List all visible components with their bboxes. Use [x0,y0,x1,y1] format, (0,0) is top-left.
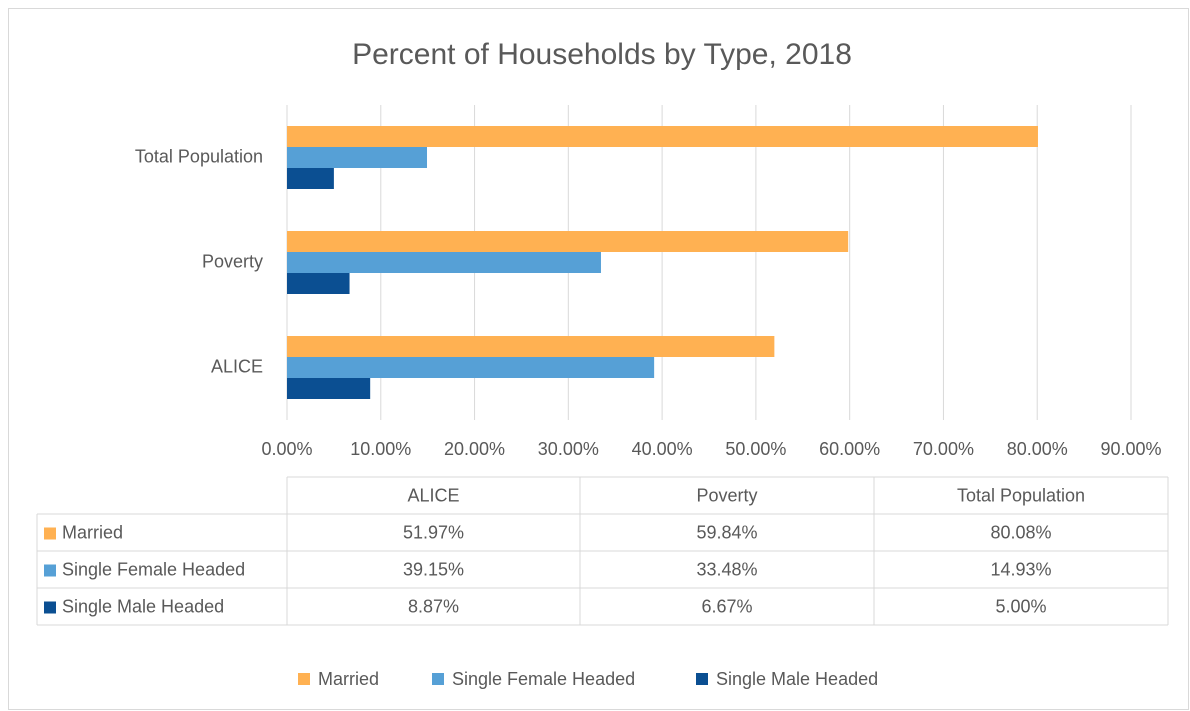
bar [287,378,371,399]
x-tick-label: 30.00% [538,439,599,459]
legend-key [696,673,708,685]
table-cell: 39.15% [403,559,464,579]
x-tick-label: 50.00% [725,439,786,459]
bar [287,168,334,189]
x-tick-label: 70.00% [913,439,974,459]
legend-key [432,673,444,685]
legend-key [298,673,310,685]
bar [287,126,1038,147]
y-tick-label: ALICE [211,356,263,376]
table-row-label: Married [62,522,123,542]
table-cell: 80.08% [990,522,1051,542]
x-tick-label: 90.00% [1100,439,1161,459]
table-cell: 6.67% [701,596,752,616]
table-legend-key [44,527,56,540]
x-tick-label: 40.00% [632,439,693,459]
table-row-label: Single Male Headed [62,596,224,616]
table-row-label: Single Female Headed [62,559,245,579]
table-legend-key [44,601,56,614]
table-cell: 59.84% [696,522,757,542]
legend-label: Single Female Headed [452,669,635,689]
table-cell: 14.93% [990,559,1051,579]
legend-label: Married [318,669,379,689]
x-tick-label: 0.00% [261,439,312,459]
bar [287,147,428,168]
bar [287,231,849,252]
chart-title: Percent of Households by Type, 2018 [352,38,852,71]
y-tick-label: Total Population [135,146,263,166]
table-legend-key [44,564,56,577]
legend-label: Single Male Headed [716,669,878,689]
table-cell: 8.87% [408,596,459,616]
bar [287,336,775,357]
table-header: ALICE [407,485,459,505]
x-tick-label: 80.00% [1007,439,1068,459]
bar [287,273,350,294]
bar [287,252,601,273]
bar [287,357,655,378]
x-tick-label: 20.00% [444,439,505,459]
table-cell: 51.97% [403,522,464,542]
table-cell: 33.48% [696,559,757,579]
table-header: Poverty [696,485,757,505]
x-tick-label: 10.00% [350,439,411,459]
x-tick-label: 60.00% [819,439,880,459]
table-cell: 5.00% [995,596,1046,616]
y-tick-label: Poverty [202,251,263,271]
table-header: Total Population [957,485,1085,505]
